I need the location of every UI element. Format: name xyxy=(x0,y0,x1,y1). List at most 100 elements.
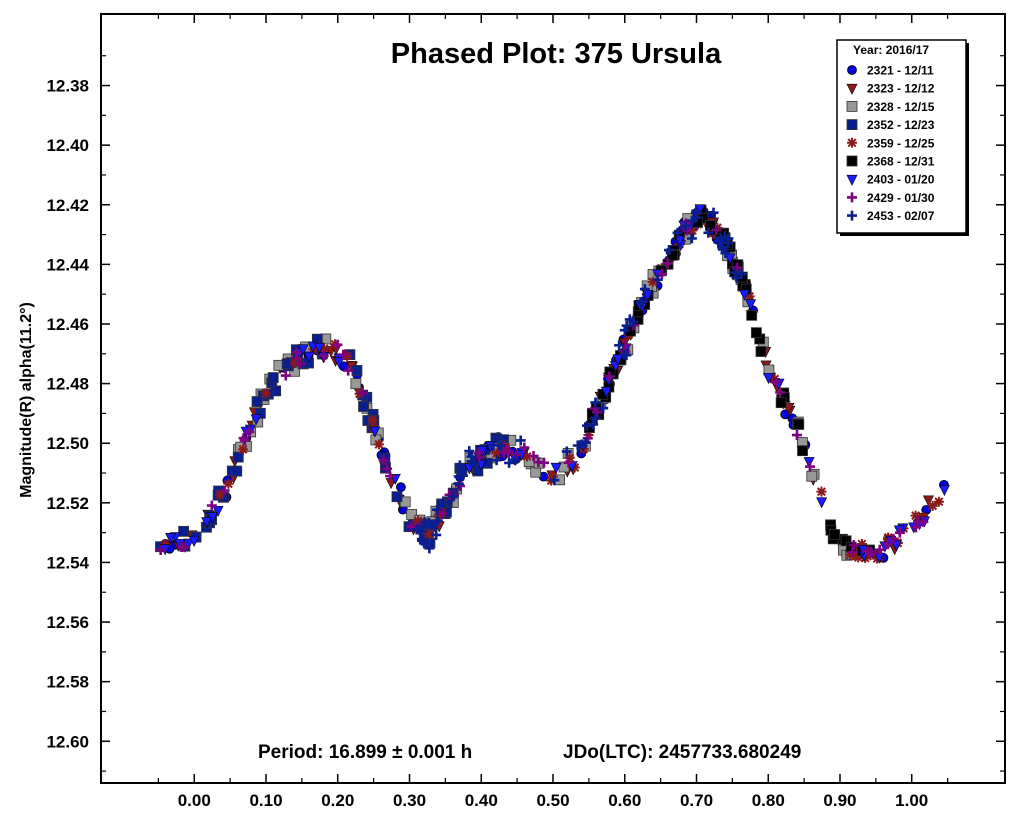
x-tick-label: 0.00 xyxy=(178,791,211,810)
data-point xyxy=(664,245,675,256)
legend-marker xyxy=(847,137,857,148)
data-point xyxy=(628,316,639,327)
y-tick-label: 12.48 xyxy=(46,375,89,394)
legend-label: 2453 - 02/07 xyxy=(867,209,935,223)
data-point xyxy=(850,551,861,562)
data-point xyxy=(472,465,484,477)
x-tick-label: 0.40 xyxy=(465,791,498,810)
data-point xyxy=(358,401,369,412)
legend-marker xyxy=(847,192,857,203)
data-point xyxy=(791,430,802,441)
data-point xyxy=(816,486,827,497)
data-point xyxy=(160,538,171,549)
data-point xyxy=(894,527,905,538)
data-point xyxy=(910,510,921,521)
y-tick-label: 12.40 xyxy=(46,136,89,155)
data-point xyxy=(238,444,249,455)
data-point xyxy=(730,267,741,278)
data-point xyxy=(816,497,828,509)
data-point xyxy=(244,426,255,437)
data-point xyxy=(547,471,558,482)
axes: 0.00 0.10 0.20 0.30 0.40 0.50 0.60 0.70 0.80 0.90… xyxy=(46,14,1005,810)
data-point xyxy=(550,462,562,474)
y-tick-label: 12.56 xyxy=(46,613,89,632)
data-point xyxy=(652,274,663,285)
data-point xyxy=(614,340,625,351)
data-point xyxy=(373,439,384,450)
data-point xyxy=(744,291,755,302)
data-point xyxy=(155,544,166,555)
data-point xyxy=(572,440,583,451)
data-point xyxy=(569,462,580,473)
data-point xyxy=(674,235,686,247)
legend-marker xyxy=(847,210,857,221)
data-point xyxy=(357,387,368,398)
data-point xyxy=(423,528,434,539)
data-point xyxy=(598,403,609,414)
data-point xyxy=(581,420,592,431)
data-point xyxy=(385,471,396,482)
data-point xyxy=(590,397,601,408)
data-point xyxy=(755,346,767,357)
data-point xyxy=(763,373,774,385)
legend-marker xyxy=(846,101,858,112)
data-point xyxy=(165,532,177,544)
data-point xyxy=(770,376,781,387)
data-point xyxy=(212,506,224,518)
data-points xyxy=(155,204,950,564)
y-tick-label: 12.46 xyxy=(46,315,89,334)
data-point xyxy=(515,435,526,446)
data-point xyxy=(530,466,542,478)
data-point xyxy=(238,433,249,444)
legend-label: 2359 - 12/25 xyxy=(867,136,935,150)
data-point xyxy=(856,538,867,549)
legend-shadow-right xyxy=(966,43,969,236)
data-point xyxy=(313,342,325,354)
series-2453 xyxy=(411,205,747,554)
data-point xyxy=(510,455,521,466)
data-point xyxy=(188,536,200,548)
data-point xyxy=(563,457,574,468)
data-point xyxy=(511,450,522,461)
data-point xyxy=(549,475,560,486)
data-point xyxy=(751,327,762,339)
data-point xyxy=(590,412,601,423)
data-point xyxy=(690,207,701,218)
data-point xyxy=(848,540,859,551)
data-point xyxy=(853,552,864,563)
data-point xyxy=(612,354,624,366)
data-point xyxy=(528,450,539,461)
data-point xyxy=(604,371,615,382)
data-point xyxy=(662,258,673,269)
data-point xyxy=(495,440,506,451)
data-point xyxy=(793,419,805,430)
data-point xyxy=(231,465,243,477)
data-point xyxy=(600,386,612,398)
x-tick-label: 0.90 xyxy=(823,791,856,810)
data-point xyxy=(437,508,448,519)
data-point xyxy=(687,225,698,236)
data-point xyxy=(491,448,502,459)
data-point xyxy=(297,344,309,356)
data-point xyxy=(723,237,734,248)
legend-label: 2321 - 12/11 xyxy=(867,64,934,78)
period-label: Period: 16.899 ± 0.001 h xyxy=(258,742,472,763)
data-point xyxy=(490,432,502,444)
legend-marker xyxy=(847,65,857,75)
data-point xyxy=(438,498,449,509)
data-point xyxy=(731,272,742,283)
chart-title: Phased Plot: 375 Ursula xyxy=(391,38,722,70)
data-point xyxy=(416,526,427,537)
y-tick-label: 12.52 xyxy=(46,494,89,513)
data-point xyxy=(745,299,757,311)
data-point xyxy=(250,414,262,426)
data-point xyxy=(419,538,430,549)
data-point xyxy=(289,357,300,368)
data-point xyxy=(432,515,443,526)
data-point xyxy=(561,446,572,457)
data-point xyxy=(338,349,349,360)
data-point xyxy=(303,351,315,363)
x-tick-label: 0.50 xyxy=(536,791,569,810)
data-point xyxy=(703,227,714,238)
legend-label: 2403 - 01/20 xyxy=(867,173,935,187)
